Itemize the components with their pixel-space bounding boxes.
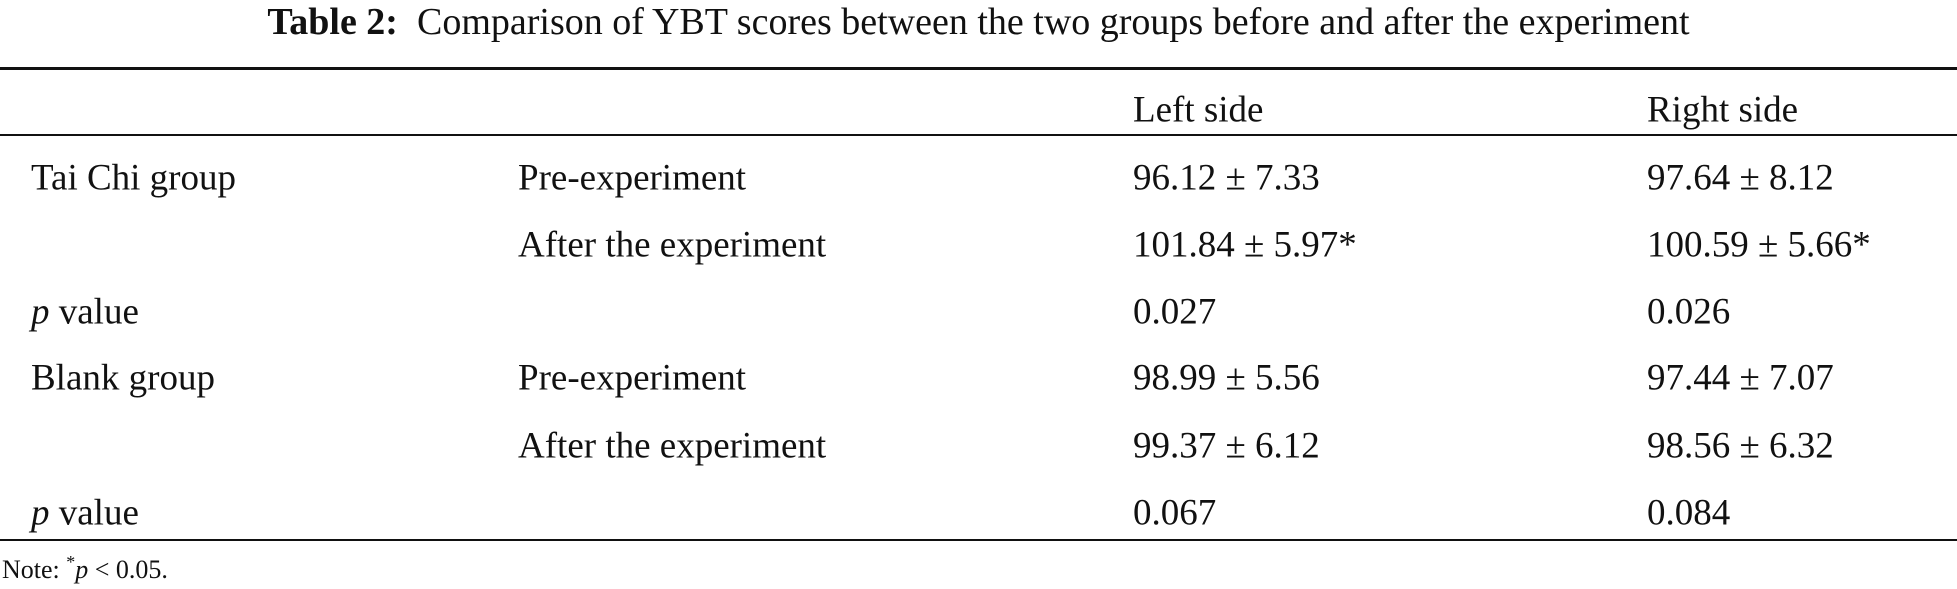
title-label: Table 2:	[267, 1, 398, 43]
condition-cell: After the experiment	[518, 425, 827, 467]
value-cell: 0.026	[1647, 291, 1731, 333]
row-label-text: value	[58, 291, 139, 333]
table-note: Note: *p < 0.05.	[2, 553, 168, 583]
note-mark: *	[66, 552, 76, 573]
note-italic: p	[75, 554, 89, 584]
header-cell: Right side	[1647, 89, 1799, 131]
value-cell: 99.37 ± 6.12	[1133, 425, 1320, 467]
row-label-italic: p	[31, 291, 50, 333]
bottom-rule	[0, 539, 1957, 541]
value-cell: 96.12 ± 7.33	[1133, 157, 1320, 199]
row-label-text: value	[58, 492, 139, 534]
condition-cell: After the experiment	[518, 224, 827, 266]
table-title: Table 2: Comparison of YBT scores betwee…	[0, 3, 1957, 41]
row-label: p value	[31, 495, 139, 532]
value-cell: 0.084	[1647, 492, 1731, 534]
row-label-italic: p	[31, 492, 50, 534]
value-cell: 0.067	[1133, 492, 1217, 534]
condition-cell: Pre-experiment	[518, 357, 747, 399]
row-label: p value	[31, 294, 139, 331]
row-label: Tai Chi group	[31, 157, 236, 199]
header-cell: Left side	[1133, 89, 1264, 131]
value-cell: 97.44 ± 7.07	[1647, 357, 1834, 399]
value-cell: 0.027	[1133, 291, 1217, 333]
row-label: Blank group	[31, 357, 215, 399]
value-cell: 98.99 ± 5.56	[1133, 357, 1320, 399]
value-cell: 97.64 ± 8.12	[1647, 157, 1834, 199]
note-text: < 0.05.	[94, 554, 168, 584]
top-rule	[0, 67, 1957, 70]
condition-cell: Pre-experiment	[518, 157, 747, 199]
header-rule	[0, 134, 1957, 136]
title-text: Comparison of YBT scores between the two…	[416, 1, 1690, 43]
note-label: Note:	[2, 554, 60, 584]
value-cell: 98.56 ± 6.32	[1647, 425, 1834, 467]
value-cell: 101.84 ± 5.97*	[1133, 224, 1357, 266]
value-cell: 100.59 ± 5.66*	[1647, 224, 1871, 266]
